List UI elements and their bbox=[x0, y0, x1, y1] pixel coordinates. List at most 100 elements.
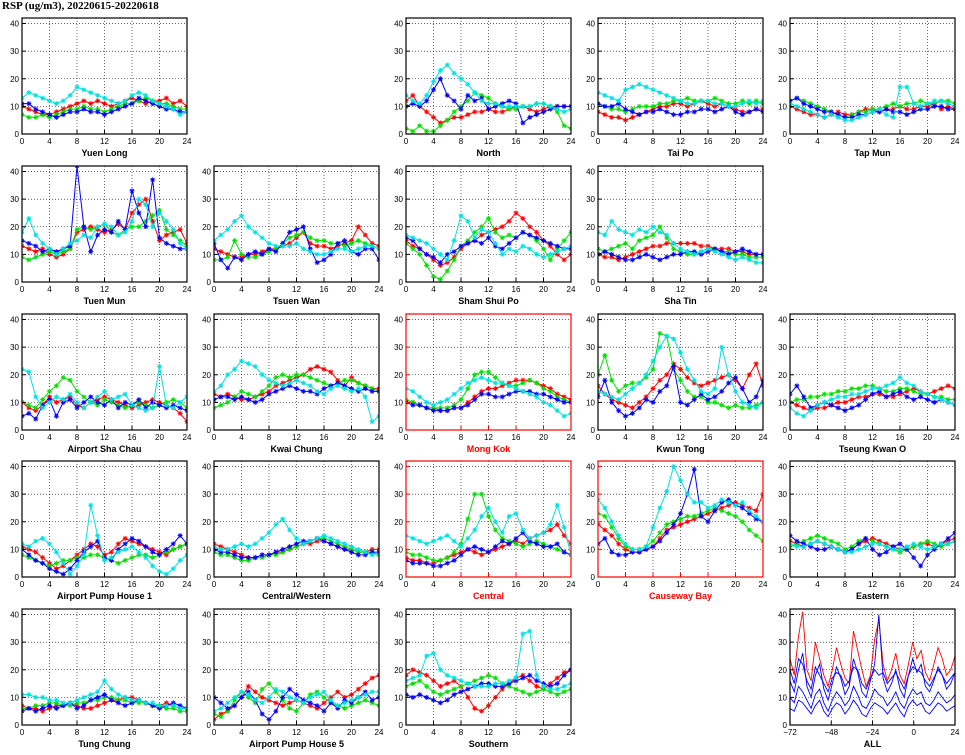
station-label: Eastern bbox=[856, 591, 889, 601]
y-tick-label: 20 bbox=[202, 518, 211, 527]
station-label: Airport Pump House 5 bbox=[249, 739, 344, 749]
data-point-cyan bbox=[486, 101, 491, 107]
data-point-green bbox=[458, 397, 464, 403]
data-point-cyan bbox=[650, 358, 656, 364]
data-point-blue bbox=[746, 249, 752, 255]
data-point-cyan bbox=[712, 502, 718, 508]
data-point-green bbox=[821, 391, 827, 397]
data-point-green bbox=[678, 377, 683, 383]
data-point-blue bbox=[451, 249, 457, 255]
data-point-red bbox=[53, 254, 59, 260]
data-point-blue bbox=[678, 510, 683, 516]
data-point-red bbox=[643, 394, 649, 400]
data-point-cyan bbox=[664, 333, 670, 339]
x-tick-label: 20 bbox=[539, 580, 548, 589]
x-tick-label: 12 bbox=[292, 433, 301, 442]
data-point-blue bbox=[609, 399, 615, 405]
x-tick-label: 12 bbox=[868, 137, 877, 146]
data-point-cyan bbox=[479, 513, 485, 519]
data-point-red bbox=[664, 372, 670, 378]
data-point-cyan bbox=[753, 513, 759, 519]
x-tick-label: 0 bbox=[404, 580, 409, 589]
data-point-blue bbox=[486, 106, 491, 112]
series-group bbox=[214, 213, 379, 271]
data-point-cyan bbox=[369, 419, 375, 425]
data-point-green bbox=[513, 383, 519, 389]
data-point-blue bbox=[931, 399, 937, 405]
data-point-blue bbox=[815, 546, 820, 552]
data-point-green bbox=[678, 516, 683, 522]
x-tick-label: 12 bbox=[484, 285, 493, 294]
data-point-cyan bbox=[712, 386, 718, 392]
data-point-green bbox=[602, 352, 608, 358]
data-point-blue bbox=[81, 106, 87, 112]
series-group bbox=[22, 502, 187, 577]
data-point-cyan bbox=[602, 391, 608, 397]
data-point-cyan bbox=[122, 229, 128, 235]
data-point-blue bbox=[245, 555, 251, 561]
data-point-cyan bbox=[115, 394, 121, 400]
data-point-blue bbox=[931, 546, 937, 552]
data-point-green bbox=[657, 101, 663, 107]
data-point-cyan bbox=[918, 544, 924, 550]
data-point-cyan bbox=[465, 380, 471, 386]
data-point-green bbox=[650, 366, 656, 372]
data-point-blue bbox=[602, 103, 608, 109]
data-point-green bbox=[60, 557, 66, 563]
data-point-red bbox=[712, 103, 718, 109]
data-point-blue bbox=[561, 103, 567, 109]
data-point-cyan bbox=[945, 399, 951, 405]
x-tick-label: 24 bbox=[759, 433, 768, 442]
series-group bbox=[22, 363, 187, 425]
data-point-blue bbox=[95, 694, 101, 700]
data-point-green bbox=[136, 399, 142, 405]
station-label: ALL bbox=[864, 739, 882, 749]
data-point-cyan bbox=[808, 408, 814, 414]
data-point-red bbox=[150, 218, 156, 224]
data-point-cyan bbox=[437, 67, 443, 73]
data-point-cyan bbox=[74, 84, 80, 90]
data-point-cyan bbox=[342, 700, 348, 706]
data-point-green bbox=[163, 549, 169, 555]
x-tick-label: 20 bbox=[731, 580, 740, 589]
data-point-blue bbox=[122, 541, 128, 547]
data-point-cyan bbox=[739, 399, 745, 405]
data-point-blue bbox=[369, 388, 375, 394]
data-point-red bbox=[835, 109, 841, 115]
data-point-cyan bbox=[163, 218, 169, 224]
data-point-green bbox=[678, 249, 683, 255]
data-point-green bbox=[424, 555, 430, 561]
data-point-red bbox=[602, 112, 608, 118]
data-point-red bbox=[335, 377, 341, 383]
data-point-green bbox=[136, 224, 142, 230]
data-point-green bbox=[918, 541, 924, 547]
data-point-blue bbox=[157, 552, 162, 558]
data-point-cyan bbox=[842, 394, 848, 400]
data-point-green bbox=[547, 388, 553, 394]
data-point-blue bbox=[225, 265, 231, 271]
data-point-blue bbox=[163, 106, 169, 112]
data-point-green bbox=[122, 101, 128, 107]
data-point-cyan bbox=[911, 541, 917, 547]
data-point-cyan bbox=[678, 246, 683, 252]
data-point-blue bbox=[280, 240, 286, 246]
data-point-blue bbox=[726, 380, 732, 386]
data-point-green bbox=[362, 697, 368, 703]
data-point-red bbox=[705, 380, 711, 386]
data-point-green bbox=[74, 227, 80, 233]
data-point-cyan bbox=[300, 700, 306, 706]
data-point-blue bbox=[321, 538, 327, 544]
x-tick-label: 20 bbox=[539, 285, 548, 294]
data-point-blue bbox=[437, 260, 443, 266]
data-point-cyan bbox=[259, 535, 265, 541]
data-point-green bbox=[808, 535, 814, 541]
x-tick-label: 0 bbox=[404, 285, 409, 294]
data-point-green bbox=[74, 555, 80, 561]
data-point-cyan bbox=[349, 544, 354, 550]
data-point-cyan bbox=[102, 95, 107, 101]
data-point-red bbox=[492, 109, 498, 115]
data-point-cyan bbox=[684, 491, 690, 497]
data-point-blue bbox=[712, 109, 718, 115]
y-tick-label: 10 bbox=[10, 545, 19, 554]
